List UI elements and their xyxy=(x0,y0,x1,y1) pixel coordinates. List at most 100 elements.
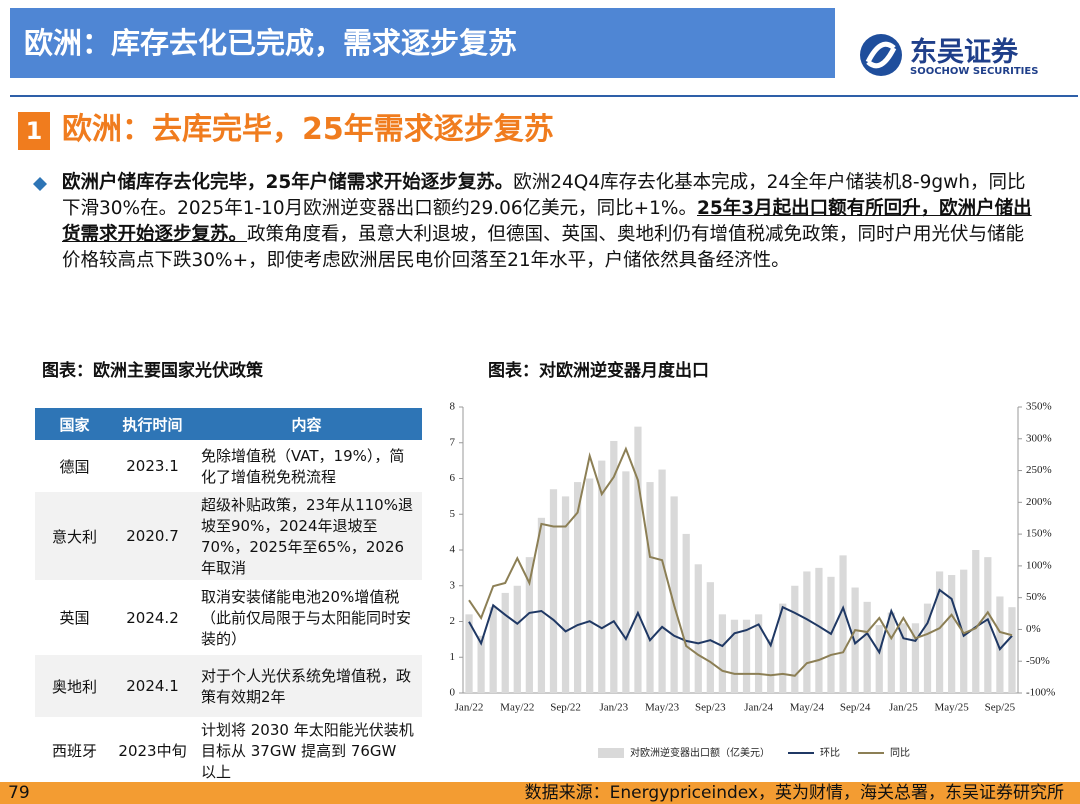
bar xyxy=(767,639,775,693)
bar xyxy=(537,517,546,693)
bar xyxy=(718,614,727,693)
bar xyxy=(948,575,956,693)
table-cell: 计划将 2030 年太阳能光伏装机目标从 37GW 提高到 76GW 以上 xyxy=(201,721,414,781)
y2-tick-label: 50% xyxy=(1026,591,1046,603)
bar xyxy=(586,478,594,693)
x-tick-label: Jan/24 xyxy=(744,702,773,714)
y-tick-label: 2 xyxy=(450,615,456,627)
table-cell: 2024.1 xyxy=(114,655,191,717)
x-tick-label: Jan/22 xyxy=(455,702,484,714)
x-tick-label: Jan/25 xyxy=(889,702,918,714)
y-tick-label: 6 xyxy=(450,472,456,484)
table-cell: 2024.2 xyxy=(126,608,179,627)
bar xyxy=(574,482,582,693)
bar xyxy=(863,601,871,693)
line xyxy=(468,588,1013,655)
y-tick-label: 4 xyxy=(450,544,456,556)
bar xyxy=(682,533,690,693)
bar xyxy=(923,603,932,693)
bar xyxy=(646,482,654,693)
table-cell: 意大利 xyxy=(35,492,114,580)
table-row: 德国 2023.1 免除增值税（VAT，19%），简化了增值税免税流程 xyxy=(35,440,422,492)
bar xyxy=(911,623,920,693)
y2-tick-label: 300% xyxy=(1026,432,1052,444)
paragraph-segment: 25年3月起出口额有所回升，欧洲户储出货需求开始逐步复苏。 xyxy=(62,198,1032,245)
table-cell: 西班牙 xyxy=(51,742,97,760)
line xyxy=(468,446,1013,677)
table-cell: 取消安装储能电池20%增值税（此前仅局限于与太阳能同时安装的） xyxy=(201,588,412,648)
footer: 79 数据来源：Energypriceindex，英为财情，海关总署，东吴证券研… xyxy=(0,782,1080,804)
bar xyxy=(779,603,787,693)
y-tick-label: 0 xyxy=(450,687,456,699)
y2-tick-label: -50% xyxy=(1026,655,1050,667)
paragraph: 欧洲户储库存去化完毕，25年户储需求开始逐步复苏。欧洲24Q4库存去化基本完成，… xyxy=(62,170,1042,274)
bar xyxy=(984,557,992,693)
bar xyxy=(489,607,497,693)
page-number: 79 xyxy=(8,783,30,803)
logo-icon xyxy=(860,34,902,76)
bar xyxy=(549,489,558,693)
y2-tick-label: 200% xyxy=(1026,496,1052,508)
paragraph-segment: 政策角度看，虽意大利退坡，但德国、英国、奥地利仍有增值税减免政策，同时户用光伏与… xyxy=(62,224,1025,271)
bar xyxy=(670,496,678,693)
table-cell: 超级补贴政策，23年从110%退坡至90%，2024年退坡至70%，2025年至… xyxy=(191,492,422,580)
legend-swatch xyxy=(598,748,624,758)
bar xyxy=(935,571,944,693)
y2-tick-label: 250% xyxy=(1026,464,1052,476)
chart: 0 1 2 3 4 5 6 7 8 -100% -50% 0% 50% 100% 150% 200% 250% 3… xyxy=(450,401,1056,759)
bar xyxy=(477,635,485,693)
paragraph-segment: 欧洲户储库存去化完毕，25年户储需求开始逐步复苏。 xyxy=(62,172,514,193)
bar xyxy=(887,612,895,693)
table-cell: 奥地利 xyxy=(35,655,114,717)
x-tick-label: Sep/24 xyxy=(840,702,871,714)
bar xyxy=(960,569,968,693)
source: 数据来源：Energypriceindex，英为财情，海关总署，东吴证券研究所 xyxy=(524,783,1064,803)
x-tick-label: Jan/23 xyxy=(599,702,628,714)
table-cell: 2020.7 xyxy=(114,492,191,580)
bar xyxy=(803,571,811,693)
bar xyxy=(972,550,980,693)
divider xyxy=(10,95,1078,97)
table-cell: 免除增值税（VAT，19%），简化了增值税免税流程 xyxy=(201,447,405,486)
bar xyxy=(851,587,859,693)
bar xyxy=(875,625,883,693)
chart-title: 图表：对欧洲逆变器月度出口 xyxy=(488,361,709,381)
bar xyxy=(791,585,799,693)
table-row: 英国 2024.2 取消安装储能电池20%增值税（此前仅局限于与太阳能同时安装的） xyxy=(35,580,422,655)
y-tick-label: 8 xyxy=(450,401,456,413)
bar xyxy=(1008,607,1016,693)
bar xyxy=(501,592,509,693)
header-title: 欧洲：库存去化已完成，需求逐步复苏 xyxy=(10,8,835,78)
x-tick-label: May/24 xyxy=(790,702,825,714)
y-tick-label: 1 xyxy=(450,651,456,663)
bar xyxy=(610,440,618,693)
table-row: 西班牙 2023中旬 计划将 2030 年太阳能光伏装机目标从 37GW 提高到 7… xyxy=(35,717,422,784)
bar xyxy=(839,555,847,693)
policy-table: 国家 执行时间 内容 德国 2023.1 免除增值税（VAT，19%），简化了增值税免税… xyxy=(35,408,422,784)
bar xyxy=(598,460,606,693)
y2-tick-label: -100% xyxy=(1026,687,1055,699)
bar xyxy=(706,582,714,693)
y2-tick-label: 100% xyxy=(1026,559,1052,571)
y-tick-label: 7 xyxy=(450,436,456,448)
y2-tick-label: 0% xyxy=(1026,623,1041,635)
table-row: 意大利 2020.7 超级补贴政策，23年从110%退坡至90%，2024年退坡至7… xyxy=(35,492,422,580)
table-cell: 德国 xyxy=(59,457,90,476)
column-header: 国家 xyxy=(35,408,114,440)
section-title: 欧洲：去库完毕，25年需求逐步复苏 xyxy=(62,112,554,147)
legend-label: 同比 xyxy=(890,747,910,759)
legend-label: 对欧洲逆变器出口额（亿美元） xyxy=(630,746,770,759)
x-tick-label: May/22 xyxy=(500,702,534,714)
bar xyxy=(525,557,533,693)
bar xyxy=(513,585,521,693)
bar xyxy=(996,596,1004,693)
legend-label: 环比 xyxy=(820,747,840,759)
bar xyxy=(561,496,570,693)
x-tick-label: May/25 xyxy=(935,702,970,714)
column-header: 内容 xyxy=(191,408,422,440)
table-cell: 英国 xyxy=(59,609,90,627)
y2-tick-label: 150% xyxy=(1026,528,1052,540)
bar xyxy=(622,471,630,693)
section-number: 1 xyxy=(18,112,50,150)
table-cell: 对于个人光伏系统免增值税，政策有效期2年 xyxy=(191,655,422,717)
